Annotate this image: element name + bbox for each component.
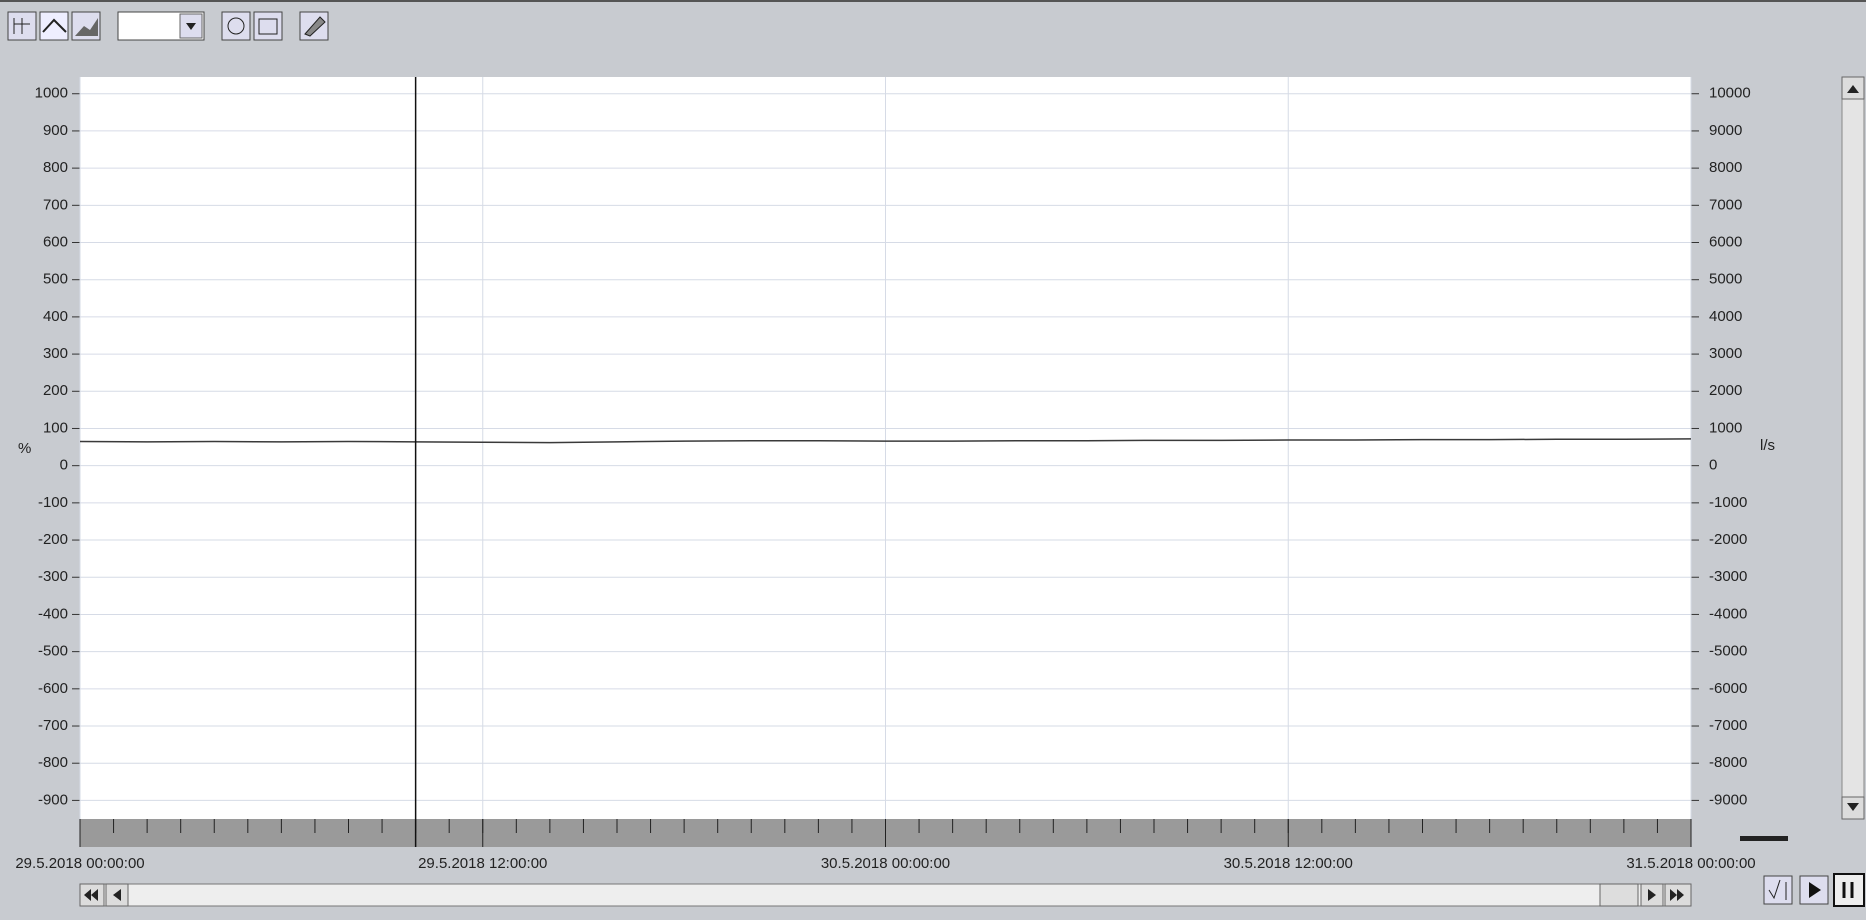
y-tick-label: 500 bbox=[43, 271, 68, 288]
vertical-scrollbar bbox=[1740, 76, 1865, 841]
y-tick-label: 100 bbox=[43, 419, 68, 436]
icon bbox=[75, 18, 98, 36]
y2-tick-label: 2000 bbox=[1709, 382, 1742, 399]
y2-tick-label: 6000 bbox=[1709, 233, 1742, 250]
y2-tick-label: 8000 bbox=[1709, 159, 1742, 176]
y-tick-label: -400 bbox=[38, 605, 68, 622]
button-pause[interactable] bbox=[1833, 873, 1865, 907]
x-tick-label: 30.5.2018 00:00:00 bbox=[821, 855, 950, 872]
y-tick-label: -700 bbox=[38, 717, 68, 734]
y-tick-label: -500 bbox=[38, 643, 68, 660]
icon bbox=[113, 889, 121, 901]
y-tick-label: 400 bbox=[43, 308, 68, 325]
button-line[interactable] bbox=[39, 11, 69, 41]
y-tick-label: 200 bbox=[43, 382, 68, 399]
y-tick-label: -100 bbox=[38, 494, 68, 511]
y2-tick-label: 5000 bbox=[1709, 271, 1742, 288]
y2-tick-label: -8000 bbox=[1709, 754, 1747, 771]
icon bbox=[1768, 879, 1787, 900]
y2-axis-label: l/s bbox=[1760, 437, 1775, 454]
y2-tick-label: -7000 bbox=[1709, 717, 1747, 734]
y2-tick-label: -6000 bbox=[1709, 680, 1747, 697]
y-tick-label: -600 bbox=[38, 680, 68, 697]
toolbar bbox=[7, 11, 329, 41]
icon bbox=[304, 16, 326, 37]
icon bbox=[1842, 882, 1854, 898]
icon bbox=[1847, 85, 1859, 93]
y2-tick-label: 9000 bbox=[1709, 122, 1742, 139]
horizontal-scrollbar bbox=[79, 883, 1692, 907]
button-table[interactable] bbox=[253, 11, 283, 41]
y-axis-label: % bbox=[18, 440, 31, 457]
y2-tick-label: 1000 bbox=[1709, 419, 1742, 436]
y-tick-label: -300 bbox=[38, 568, 68, 585]
y2-tick-label: -2000 bbox=[1709, 531, 1747, 548]
x-tick-label: 29.5.2018 00:00:00 bbox=[15, 855, 144, 872]
y-tick-label: -900 bbox=[38, 791, 68, 808]
icon bbox=[84, 889, 98, 901]
button-refresh[interactable] bbox=[221, 11, 251, 41]
y-tick-label: -200 bbox=[38, 531, 68, 548]
x-tick-label: 30.5.2018 12:00:00 bbox=[1224, 855, 1353, 872]
y-tick-label: -800 bbox=[38, 754, 68, 771]
y-tick-label: 800 bbox=[43, 159, 68, 176]
series-line bbox=[79, 438, 1692, 444]
y2-tick-label: 10000 bbox=[1709, 85, 1751, 102]
y2-tick-label: -1000 bbox=[1709, 494, 1747, 511]
y2-tick-label: 7000 bbox=[1709, 196, 1742, 213]
y2-tick-label: 0 bbox=[1709, 457, 1717, 474]
y-tick-label: 700 bbox=[43, 196, 68, 213]
y2-tick-label: -3000 bbox=[1709, 568, 1747, 585]
icon bbox=[1648, 889, 1656, 901]
x-tick-label: 29.5.2018 12:00:00 bbox=[418, 855, 547, 872]
y2-tick-label: 4000 bbox=[1709, 308, 1742, 325]
icon bbox=[227, 17, 245, 35]
x-tick-label: 31.5.2018 00:00:00 bbox=[1626, 855, 1755, 872]
icon bbox=[186, 23, 196, 30]
y2-tick-label: -4000 bbox=[1709, 605, 1747, 622]
y-tick-label: 600 bbox=[43, 233, 68, 250]
y-tick-label: 900 bbox=[43, 122, 68, 139]
series-indicator bbox=[1740, 836, 1788, 841]
y-tick-label: 300 bbox=[43, 345, 68, 362]
button-zoom[interactable] bbox=[1763, 875, 1793, 905]
icon bbox=[1670, 889, 1684, 901]
scroll-track[interactable] bbox=[79, 883, 1692, 907]
icon bbox=[258, 18, 278, 35]
icon bbox=[13, 18, 30, 34]
scroll-thumb[interactable] bbox=[1599, 883, 1639, 907]
y2-tick-label: 3000 bbox=[1709, 345, 1742, 362]
icon bbox=[1847, 803, 1859, 811]
y2-tick-label: -9000 bbox=[1709, 791, 1747, 808]
icon bbox=[1809, 882, 1821, 898]
playback-controls bbox=[1763, 873, 1865, 907]
scroll-track[interactable] bbox=[1841, 76, 1865, 820]
y-tick-label: 0 bbox=[60, 457, 68, 474]
icon bbox=[42, 18, 67, 33]
y2-tick-label: -5000 bbox=[1709, 643, 1747, 660]
y-tick-label: 1000 bbox=[35, 85, 68, 102]
